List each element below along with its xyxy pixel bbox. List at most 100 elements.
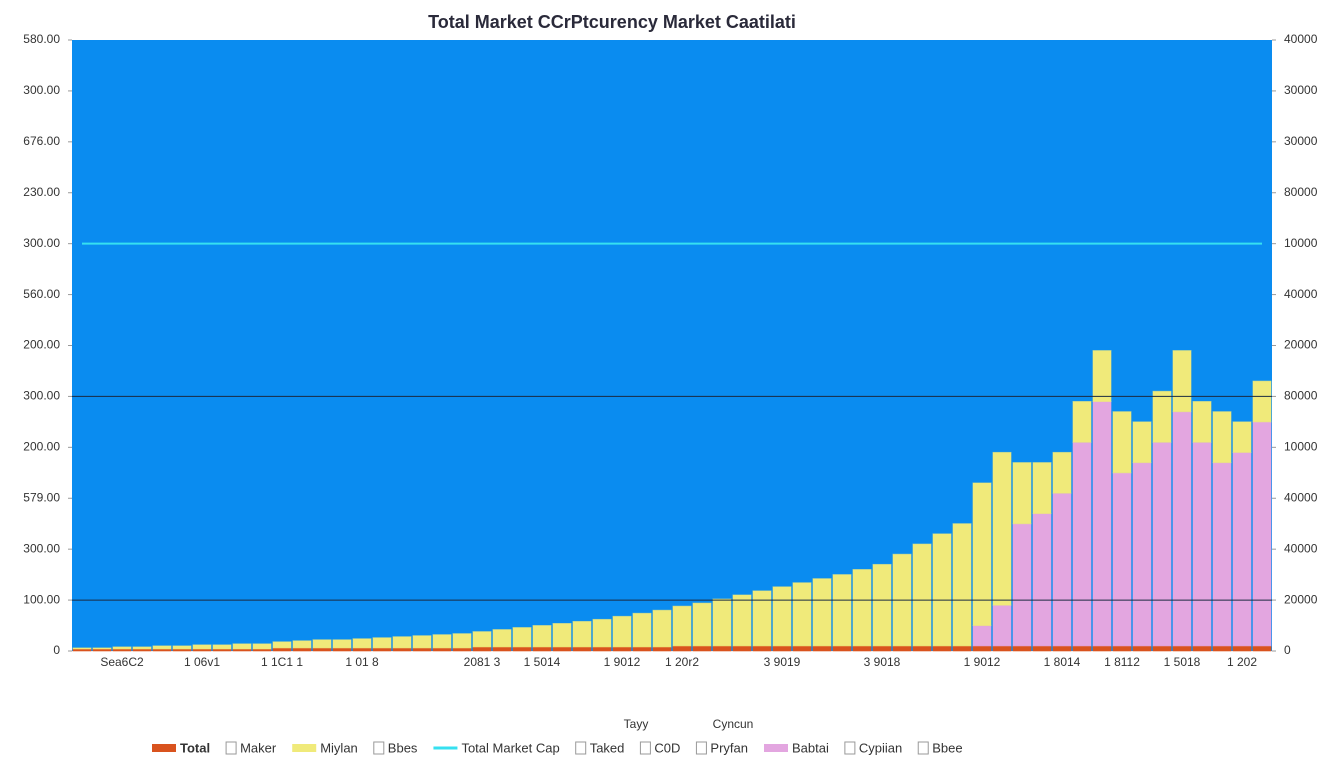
y-tick-label: 580.00 [23, 32, 60, 46]
x-tick-label: 1 1C1 1 [261, 655, 303, 669]
bar [1172, 645, 1192, 652]
bar [1072, 401, 1092, 443]
bar [1232, 451, 1252, 647]
bar [412, 635, 432, 649]
bar [992, 604, 1012, 647]
bar [652, 609, 672, 648]
bar [692, 602, 712, 647]
bar [492, 629, 512, 648]
bar [992, 451, 1012, 606]
bar [232, 643, 252, 650]
bar [1132, 462, 1152, 647]
bar [592, 646, 612, 652]
bar [212, 644, 232, 650]
bar [1152, 645, 1172, 652]
y-tick-label: 579.00 [23, 490, 60, 504]
bar [632, 646, 652, 652]
y2-tick-label: 80000 [1284, 185, 1318, 199]
x-tick-label: 1 9012 [964, 655, 1001, 669]
bar [1012, 462, 1032, 525]
x-tick-label: Sea6C2 [100, 655, 144, 669]
bar [192, 644, 212, 650]
bar [712, 598, 732, 647]
bar [1012, 645, 1032, 652]
bar [1132, 421, 1152, 464]
x-tick-label: 1 8112 [1104, 655, 1140, 669]
bar [252, 643, 272, 650]
bar [792, 582, 812, 647]
legend-label: Babtai [792, 740, 829, 755]
bar [1092, 350, 1112, 403]
x-tick-label: 2081 3 [464, 655, 501, 669]
bar [972, 645, 992, 652]
bar [832, 574, 852, 647]
bar [532, 646, 552, 652]
legend-label: Total [180, 740, 210, 755]
bar [392, 636, 412, 649]
bar [732, 594, 752, 647]
bar [1112, 411, 1132, 474]
y2-tick-label: 40000 [1284, 490, 1318, 504]
legend-label: Miylan [320, 740, 358, 755]
bar [332, 639, 352, 649]
bar [692, 645, 712, 652]
bar [572, 620, 592, 648]
bar [532, 625, 552, 648]
legend-swatch [917, 741, 929, 755]
chart-title: Total Market CCrPtcurency Market Caatila… [428, 12, 796, 32]
bar [712, 645, 732, 652]
y2-tick-label: 0 [1284, 643, 1291, 657]
bar [1192, 441, 1212, 647]
bar [1232, 645, 1252, 652]
bar [752, 645, 772, 652]
bar [452, 633, 472, 649]
legend-label: Bbee [932, 740, 962, 755]
x-tick-label: 1 06v1 [184, 655, 220, 669]
bar [1112, 645, 1132, 652]
legend-label: C0D [654, 740, 680, 755]
legend: Total Maker Miylan Bbes Total Market Cap Take… [152, 740, 963, 755]
legend-swatch [225, 741, 237, 755]
bar [152, 645, 172, 650]
bar [572, 646, 592, 652]
bar [672, 645, 692, 652]
x-tick-label: 1 01 8 [345, 655, 379, 669]
bar [1052, 645, 1072, 652]
bar [1152, 441, 1172, 647]
bar [1072, 441, 1092, 647]
bar [132, 646, 152, 650]
bar [72, 647, 92, 650]
x-tick-label: 3 9018 [864, 655, 901, 669]
bar [1112, 472, 1132, 647]
bar [1052, 492, 1072, 647]
x-tick-label: 1 5014 [524, 655, 561, 669]
bar [752, 590, 772, 647]
bar [1212, 645, 1232, 652]
x-tick-label: 1 8014 [1044, 655, 1081, 669]
bar [832, 645, 852, 652]
legend-label: Maker [240, 740, 277, 755]
bar [892, 645, 912, 652]
y2-tick-label: 30000 [1284, 134, 1318, 148]
bar [1072, 645, 1092, 652]
bar [492, 646, 512, 652]
bar [112, 646, 132, 650]
legend-swatch [152, 744, 176, 752]
bar [1172, 411, 1192, 647]
y2-tick-label: 30000 [1284, 83, 1318, 97]
legend-swatch [292, 744, 317, 752]
bar [1012, 523, 1032, 647]
bar [852, 569, 872, 647]
y2-tick-label: 40000 [1284, 287, 1318, 301]
bar [1132, 645, 1152, 652]
bar [1192, 645, 1212, 652]
bar [1232, 421, 1252, 453]
y2-tick-label: 40000 [1284, 32, 1318, 46]
y-tick-label: 200.00 [23, 440, 60, 454]
legend-swatch [575, 741, 587, 755]
bar [772, 586, 792, 647]
x-tick-label: 1 9012 [604, 655, 641, 669]
bar [812, 578, 832, 647]
legend-swatch [764, 744, 788, 752]
legend-swatch [639, 741, 651, 755]
